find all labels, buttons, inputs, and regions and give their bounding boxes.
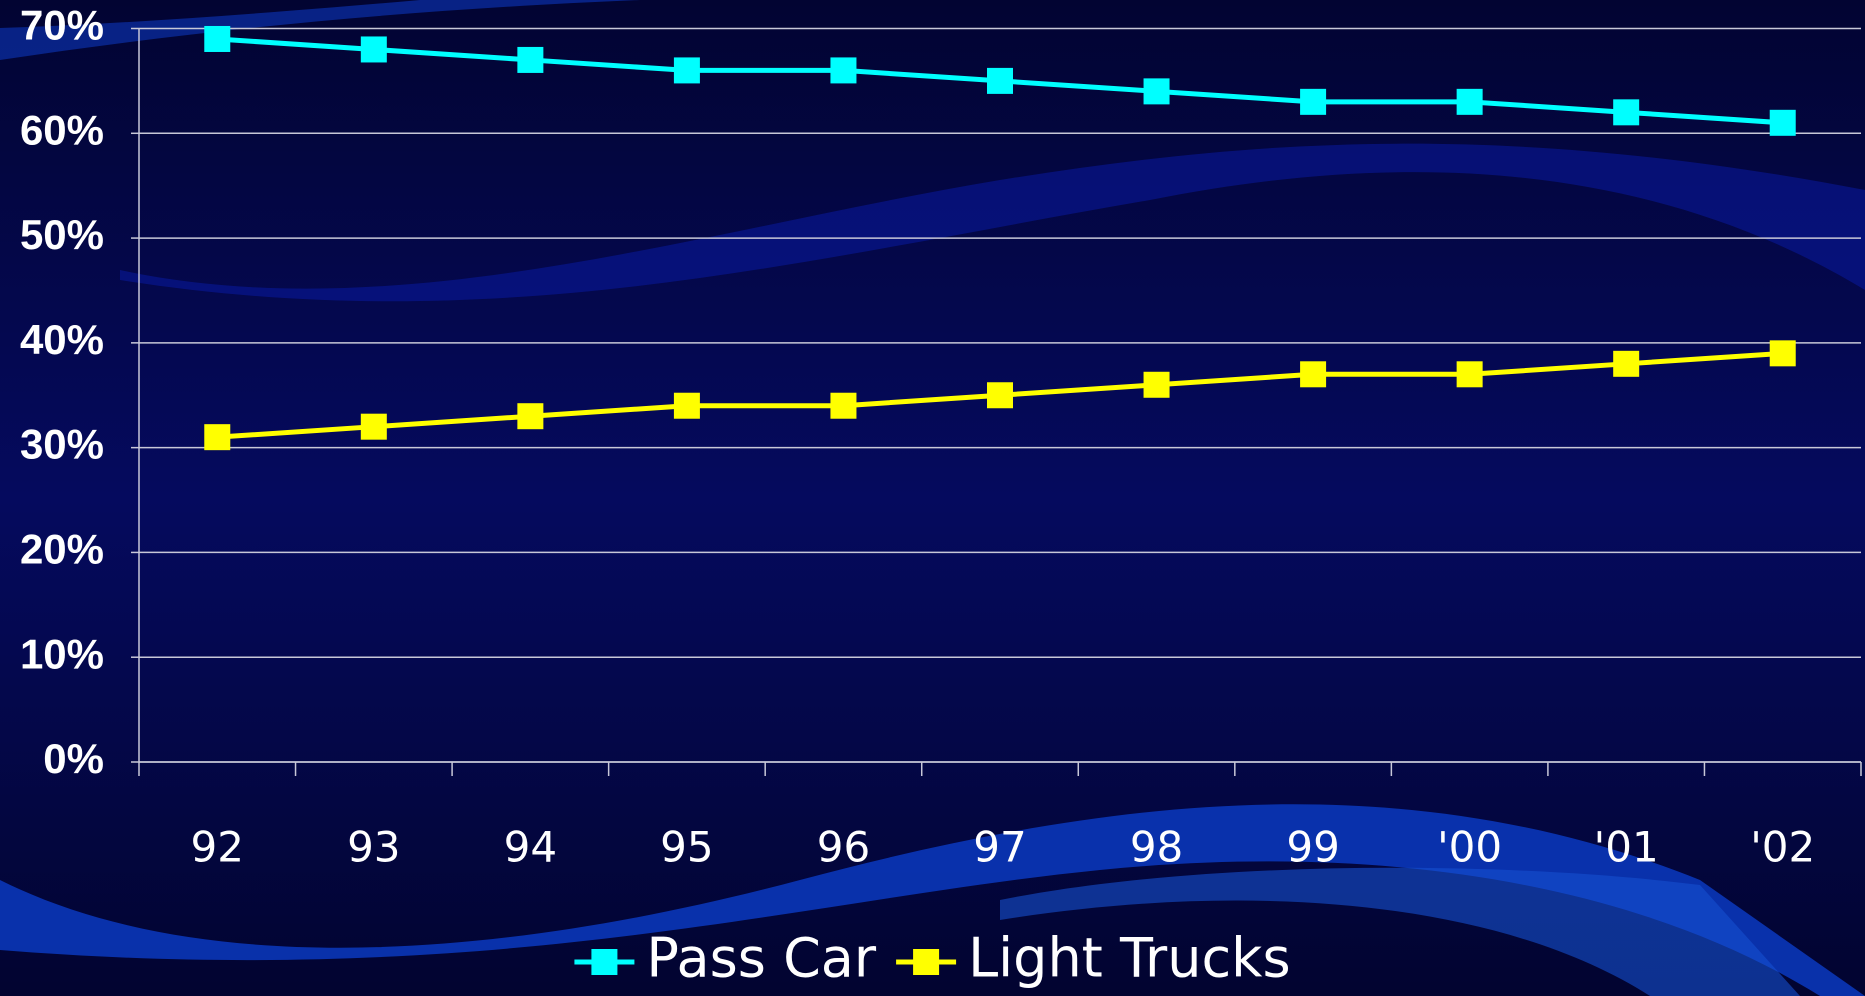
x-tick-label: 98 (1130, 823, 1183, 872)
point (987, 67, 1013, 94)
swoosh (120, 143, 1865, 302)
x-tick-label: '00 (1437, 823, 1502, 872)
x-tick-label: '02 (1750, 823, 1815, 872)
point (830, 57, 857, 84)
point (830, 392, 857, 419)
point (1769, 340, 1796, 367)
x-tick-label: 94 (504, 823, 557, 872)
point (1769, 109, 1796, 136)
point (204, 424, 231, 451)
point (1456, 361, 1483, 388)
point (1300, 361, 1327, 388)
point (360, 413, 387, 440)
point (1613, 99, 1640, 126)
x-tick-label: 99 (1286, 823, 1339, 872)
swoosh (1000, 867, 1800, 996)
y-tick-label: 0% (43, 735, 104, 782)
x-tick-label: 93 (347, 823, 400, 872)
point (1300, 88, 1327, 115)
y-tick-label: 60% (20, 106, 104, 153)
legend-swatch (591, 949, 618, 975)
point (360, 36, 387, 63)
point (1143, 371, 1170, 398)
point (1613, 350, 1640, 377)
x-tick-label: 97 (973, 823, 1026, 872)
point (673, 57, 700, 84)
point (1456, 88, 1483, 115)
x-tick-label: 92 (191, 823, 244, 872)
y-tick-label: 70% (20, 2, 104, 49)
swoosh (0, 804, 1865, 996)
legend-label: Light Trucks (968, 927, 1291, 990)
y-tick-label: 40% (20, 316, 104, 363)
point (517, 403, 544, 430)
y-tick-label: 30% (20, 421, 104, 468)
x-tick-label: 95 (660, 823, 713, 872)
y-tick-label: 10% (20, 630, 104, 677)
point (1143, 78, 1170, 105)
legend-swatch (913, 949, 940, 975)
y-tick-label: 50% (20, 211, 104, 258)
x-tick-label: '01 (1594, 823, 1659, 872)
y-tick-label: 20% (20, 526, 104, 573)
legend-label: Pass Car (646, 927, 876, 990)
point (517, 46, 544, 73)
point (987, 382, 1013, 409)
swoosh (0, 0, 640, 60)
point (673, 392, 700, 419)
point (204, 25, 231, 52)
x-tick-label: 96 (817, 823, 870, 872)
